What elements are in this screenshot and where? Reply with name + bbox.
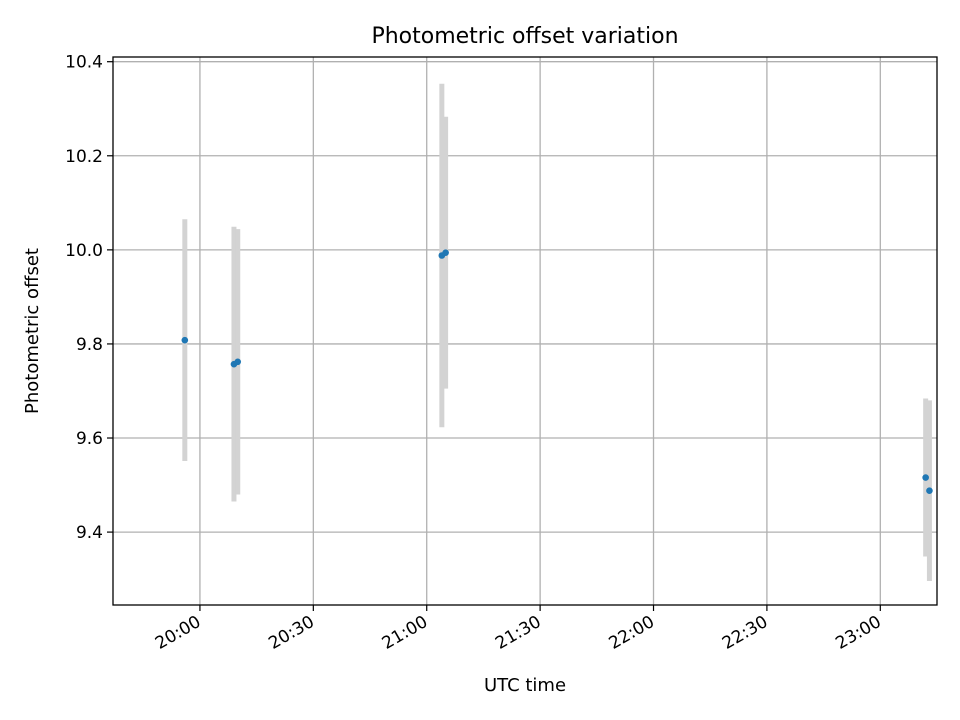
data-point [922, 474, 929, 481]
data-points [181, 249, 933, 494]
y-tick-label: 9.8 [76, 335, 103, 355]
data-point [926, 487, 933, 494]
plot-frame [112, 56, 938, 606]
y-axis-ticks: 9.4 9.6 9.8 10.0 10.2 10.4 [65, 53, 113, 543]
y-tick-label: 9.6 [76, 429, 103, 449]
grid-lines [113, 57, 937, 605]
y-tick-label: 9.4 [76, 523, 103, 543]
data-point [181, 336, 189, 344]
y-tick-label: 10.0 [65, 241, 103, 261]
y-tick-label: 10.4 [65, 53, 103, 73]
data-point [442, 249, 449, 256]
x-axis-label: UTC time [484, 675, 566, 696]
y-axis-label: Photometric offset [22, 248, 43, 414]
data-point [234, 358, 242, 366]
chart-title: Photometric offset variation [371, 24, 678, 49]
y-tick-label: 10.2 [65, 147, 103, 167]
